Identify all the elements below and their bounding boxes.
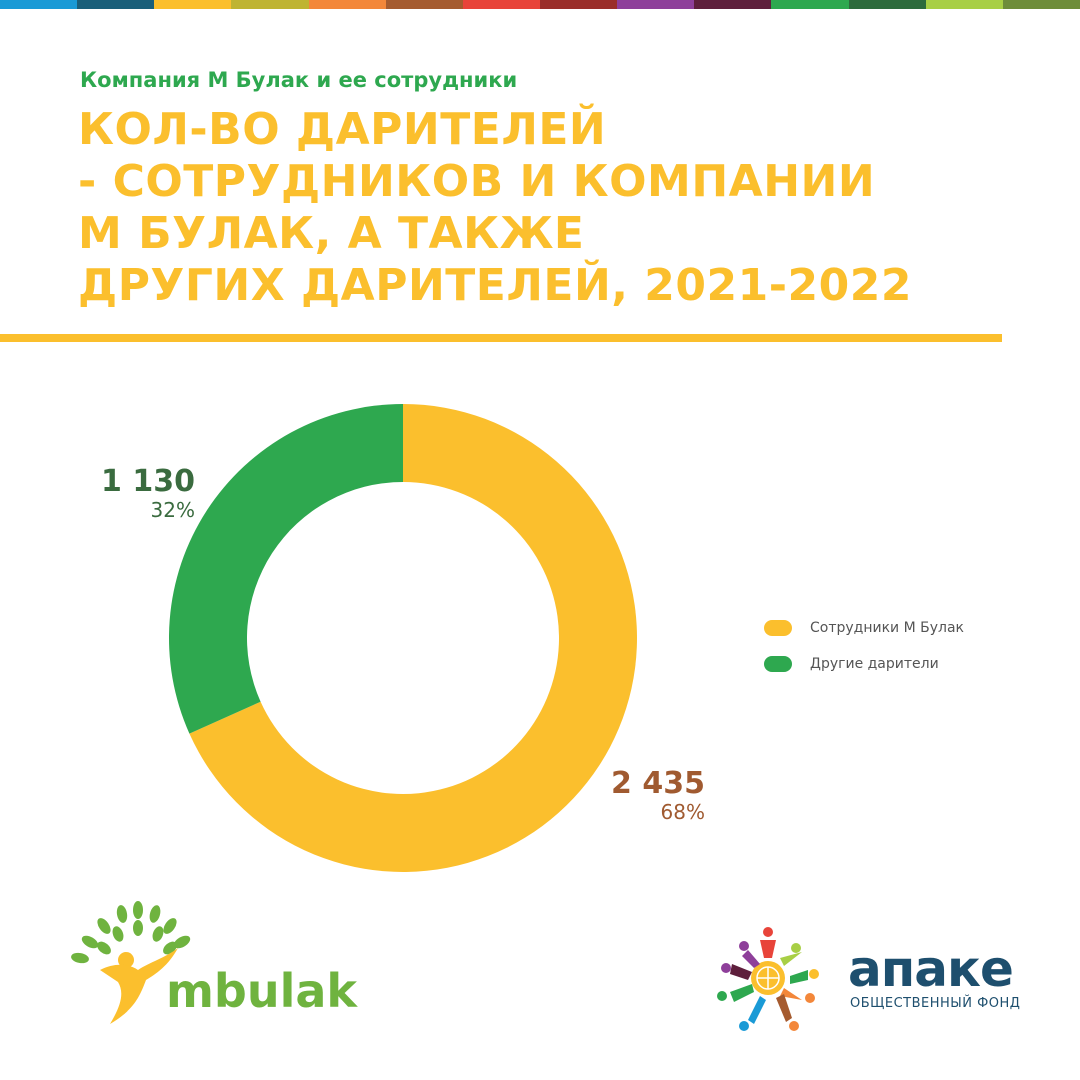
stripe-segment — [231, 0, 309, 9]
stripe-segment — [385, 0, 463, 9]
flower-people-icon — [717, 927, 819, 1031]
stripe-segment — [308, 0, 386, 9]
callout-others: 1 130 32% — [60, 464, 195, 523]
legend-swatch-employees — [764, 620, 792, 636]
page-subtitle: Компания М Булак и ее сотрудники — [80, 68, 518, 92]
stripe-segment — [539, 0, 618, 9]
stripe-segment — [462, 0, 540, 9]
stripe-segment — [1002, 0, 1080, 9]
title-line: КОЛ-ВО ДАРИТЕЛЕЙ — [78, 104, 607, 155]
stripe-segment — [925, 0, 1003, 9]
stripe-segment — [694, 0, 772, 9]
chart-legend: Сотрудники М Булак Другие дарители — [764, 610, 964, 682]
title-line: - СОТРУДНИКОВ И КОМПАНИИ — [78, 156, 876, 207]
callout-others-value: 1 130 — [101, 464, 195, 499]
donut-slice — [189, 404, 637, 872]
title-underline — [0, 334, 1002, 342]
callout-others-percent: 32% — [150, 498, 195, 522]
title-line: ДРУГИХ ДАРИТЕЛЕЙ, 2021-2022 — [78, 260, 912, 311]
stripe-segment — [771, 0, 849, 9]
legend-swatch-others — [764, 656, 792, 672]
apake-logo: апаке ОБЩЕСТВЕННЫЙ ФОНД — [710, 922, 1040, 1042]
legend-item-employees: Сотрудники М Булак — [764, 610, 964, 646]
apake-tagline: ОБЩЕСТВЕННЫЙ ФОНД — [850, 996, 1021, 1011]
callout-employees: 2 435 68% — [560, 766, 705, 825]
legend-label-employees: Сотрудники М Булак — [810, 620, 965, 636]
legend-item-others: Другие дарители — [764, 646, 964, 682]
page-title: КОЛ-ВО ДАРИТЕЛЕЙ - СОТРУДНИКОВ И КОМПАНИ… — [78, 104, 912, 312]
donut-slice — [168, 404, 403, 734]
stripe-segment — [617, 0, 695, 9]
mbulak-logo: mbulak — [60, 900, 380, 1030]
callout-employees-percent: 68% — [660, 800, 705, 824]
callout-employees-value: 2 435 — [611, 766, 705, 801]
legend-label-others: Другие дарители — [810, 656, 939, 672]
stripe-segment — [77, 0, 155, 9]
mbulak-wordmark: mbulak — [166, 964, 358, 1018]
title-line: М БУЛАК, А ТАКЖЕ — [78, 208, 585, 259]
color-stripe-bar — [0, 0, 1080, 9]
stripe-segment — [0, 0, 78, 9]
tree-person-icon — [71, 901, 191, 1024]
apake-wordmark: апаке — [848, 940, 1014, 998]
stripe-segment — [848, 0, 926, 9]
stripe-segment — [154, 0, 232, 9]
